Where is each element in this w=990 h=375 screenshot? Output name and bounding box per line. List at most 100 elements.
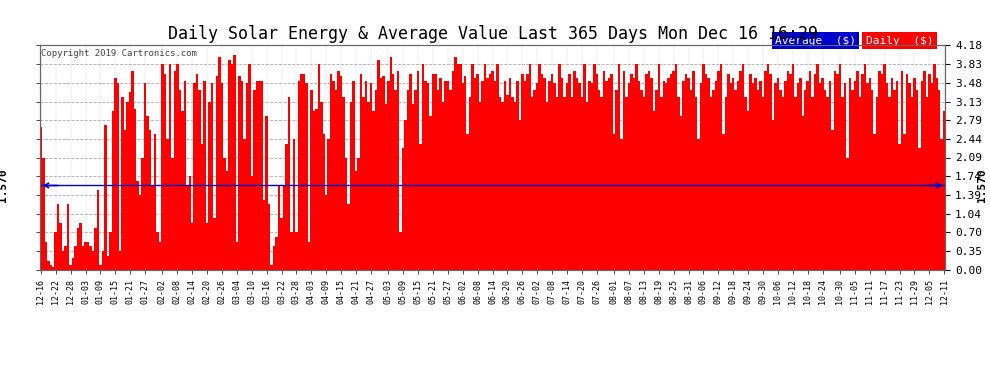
Bar bbox=[618, 64, 621, 270]
Bar bbox=[856, 71, 858, 270]
Bar bbox=[608, 78, 611, 270]
Bar bbox=[548, 81, 550, 270]
Bar bbox=[662, 81, 665, 270]
Bar bbox=[641, 90, 643, 270]
Bar bbox=[191, 223, 193, 270]
Bar bbox=[104, 124, 107, 270]
Bar bbox=[270, 265, 273, 270]
Bar bbox=[347, 204, 349, 270]
Bar bbox=[173, 71, 176, 270]
Bar bbox=[420, 144, 422, 270]
Bar bbox=[596, 74, 598, 270]
Bar bbox=[295, 232, 298, 270]
Bar bbox=[906, 74, 908, 270]
Bar bbox=[231, 64, 234, 270]
Bar bbox=[84, 242, 87, 270]
Bar bbox=[881, 74, 883, 270]
Bar bbox=[298, 81, 300, 270]
Bar bbox=[109, 232, 112, 270]
Bar bbox=[260, 81, 263, 270]
Bar bbox=[89, 246, 92, 270]
Bar bbox=[621, 139, 623, 270]
Bar bbox=[846, 158, 848, 270]
Bar bbox=[670, 74, 672, 270]
Bar bbox=[504, 81, 506, 270]
Bar bbox=[229, 60, 231, 270]
Bar bbox=[555, 97, 558, 270]
Bar bbox=[690, 90, 692, 270]
Bar bbox=[792, 64, 794, 270]
Bar bbox=[626, 97, 628, 270]
Bar bbox=[534, 90, 536, 270]
Bar bbox=[506, 94, 509, 270]
Bar bbox=[876, 97, 878, 270]
Bar bbox=[132, 71, 134, 270]
Bar bbox=[221, 82, 224, 270]
Bar bbox=[494, 81, 496, 270]
Bar bbox=[606, 81, 608, 270]
Bar bbox=[680, 116, 682, 270]
Bar bbox=[499, 97, 501, 270]
Bar bbox=[435, 74, 437, 270]
Bar bbox=[553, 82, 555, 270]
Bar bbox=[883, 64, 886, 270]
Bar bbox=[730, 82, 732, 270]
Bar bbox=[67, 204, 69, 270]
Bar bbox=[898, 144, 901, 270]
Bar bbox=[593, 64, 596, 270]
Bar bbox=[565, 82, 568, 270]
Bar bbox=[124, 129, 127, 270]
Bar bbox=[814, 74, 817, 270]
Bar bbox=[208, 102, 211, 270]
Bar bbox=[737, 81, 740, 270]
Text: Average  ($): Average ($) bbox=[775, 36, 856, 45]
Bar bbox=[695, 97, 697, 270]
Bar bbox=[896, 81, 898, 270]
Bar bbox=[288, 97, 290, 270]
Bar bbox=[568, 74, 570, 270]
Bar bbox=[657, 64, 660, 270]
Bar bbox=[216, 76, 218, 270]
Bar bbox=[812, 97, 814, 270]
Bar bbox=[359, 74, 362, 270]
Bar bbox=[923, 71, 926, 270]
Bar bbox=[772, 120, 774, 270]
Bar bbox=[851, 90, 853, 270]
Bar bbox=[921, 81, 923, 270]
Bar bbox=[848, 78, 851, 270]
Bar bbox=[430, 116, 432, 270]
Bar bbox=[834, 71, 837, 270]
Bar bbox=[349, 102, 352, 270]
Bar bbox=[333, 81, 335, 270]
Bar bbox=[119, 251, 122, 270]
Bar bbox=[255, 81, 258, 270]
Bar bbox=[280, 218, 283, 270]
Bar bbox=[69, 265, 72, 270]
Bar bbox=[873, 134, 876, 270]
Bar bbox=[399, 232, 402, 270]
Bar bbox=[524, 81, 526, 270]
Bar bbox=[901, 71, 903, 270]
Bar bbox=[94, 228, 97, 270]
Bar bbox=[878, 71, 881, 270]
Bar bbox=[148, 129, 151, 270]
Bar bbox=[903, 134, 906, 270]
Bar bbox=[837, 74, 839, 270]
Bar bbox=[774, 82, 777, 270]
Bar bbox=[531, 97, 534, 270]
Bar bbox=[201, 144, 203, 270]
Bar bbox=[335, 90, 338, 270]
Bar bbox=[464, 76, 466, 270]
Bar bbox=[601, 97, 603, 270]
Bar bbox=[660, 97, 662, 270]
Bar bbox=[198, 90, 201, 270]
Bar bbox=[206, 223, 208, 270]
Bar bbox=[720, 64, 722, 270]
Bar bbox=[236, 242, 239, 270]
Bar bbox=[481, 81, 484, 270]
Bar bbox=[638, 81, 641, 270]
Bar bbox=[397, 71, 399, 270]
Bar bbox=[616, 90, 618, 270]
Bar bbox=[536, 82, 539, 270]
Bar bbox=[442, 102, 445, 270]
